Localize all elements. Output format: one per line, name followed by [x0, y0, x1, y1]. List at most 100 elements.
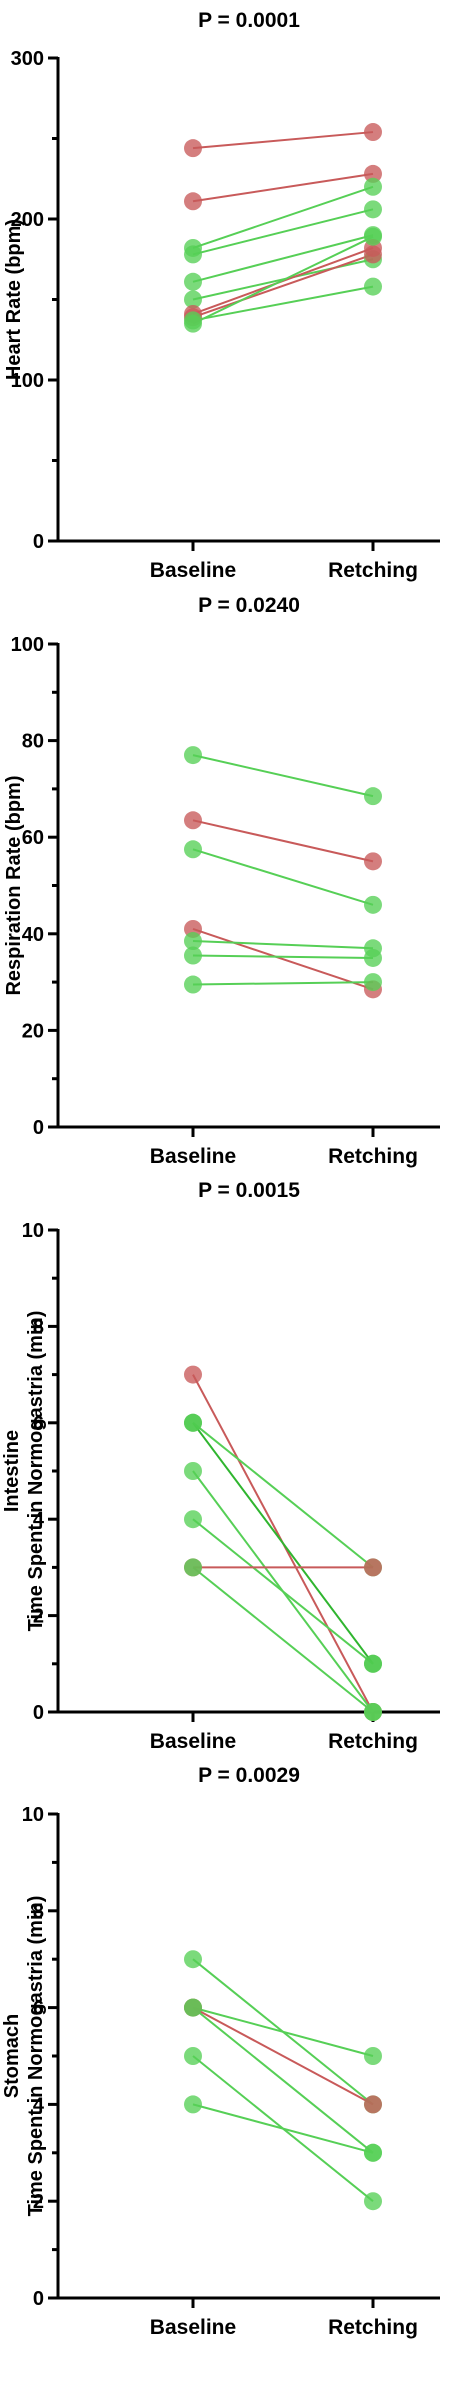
series-line [192, 819, 374, 863]
chart-title: P = 0.0001 [198, 9, 300, 32]
y-tick-label: 6 [33, 1998, 44, 2020]
data-point [364, 895, 382, 914]
y-tick-label: 60 [22, 827, 44, 849]
y-tick-label: 0 [33, 1702, 44, 1724]
y-tick-label: 10 [22, 1220, 44, 1242]
series-line [192, 928, 374, 991]
series-line [192, 131, 374, 150]
x-tick-label: Retching [328, 1145, 418, 1168]
series-line [192, 185, 374, 249]
data-point [184, 1558, 202, 1577]
x-tick-label: Baseline [150, 559, 236, 582]
data-point [364, 1654, 382, 1673]
y-tick-label: 200 [11, 209, 44, 231]
x-tick-label: Retching [328, 1730, 418, 1753]
y-tick-label: 8 [33, 1316, 44, 1338]
x-tick-label: Baseline [150, 2316, 236, 2339]
data-point [184, 1510, 202, 1529]
data-point [184, 1998, 202, 2017]
data-point [364, 2143, 382, 2162]
series-line [192, 981, 374, 986]
series-line [192, 2103, 374, 2154]
series-line [192, 1422, 374, 1569]
x-tick-label: Baseline [150, 1145, 236, 1168]
y-tick-label: 100 [11, 370, 44, 392]
series-line [192, 940, 374, 950]
chart-title: P = 0.0029 [198, 1764, 300, 1787]
y-tick-label: 4 [33, 1509, 45, 1531]
series-line [192, 2006, 374, 2154]
series-lines [192, 1374, 374, 1713]
x-tick-label: Retching [328, 2316, 418, 2339]
y-tick-label: 2 [33, 1606, 44, 1628]
data-point [364, 2095, 382, 2114]
data-point [184, 2047, 202, 2065]
y-tick-label: 100 [11, 634, 44, 656]
y-tick-label: 0 [33, 1117, 44, 1139]
data-point [364, 123, 382, 142]
series-line [192, 1566, 374, 1713]
data-point [364, 948, 382, 967]
data-point [184, 1413, 202, 1432]
y-tick-label: 0 [33, 2288, 44, 2310]
series-lines [192, 131, 374, 325]
x-tick-label: Baseline [150, 1730, 236, 1753]
series-line [192, 2006, 374, 2057]
y-axis-label: Time Spent in Normogastria (min) [25, 1896, 47, 2217]
data-point [364, 787, 382, 806]
data-point [184, 272, 202, 291]
chart-panel-3: P = 0.0015 0 2 4 6 8 10 Baseline Retching Intesti… [1, 1179, 440, 1753]
chart-panel-1: P = 0.0001 0 100 200 300 Baseline Retching Hear… [3, 9, 440, 582]
data-point [364, 177, 382, 196]
data-point [184, 192, 202, 211]
data-point [364, 2047, 382, 2065]
data-point [184, 311, 202, 330]
series-points [184, 746, 382, 999]
data-point [184, 1950, 202, 1969]
data-point [364, 200, 382, 219]
series-line [192, 208, 374, 256]
data-point [184, 840, 202, 859]
chart-title: P = 0.0015 [198, 1179, 300, 1202]
data-point [364, 1703, 382, 1721]
series-lines [192, 754, 374, 991]
y-axis-label: Time Spent in Normogastria (min) [25, 1311, 47, 1632]
series-line [192, 1518, 374, 1665]
y-tick-label: 0 [33, 531, 44, 553]
data-point [184, 1462, 202, 1480]
data-point [364, 1558, 382, 1577]
chart-title: P = 0.0240 [198, 594, 300, 617]
series-line [192, 253, 374, 319]
data-point [184, 932, 202, 951]
x-tick-label: Retching [328, 559, 418, 582]
y-axis-label: Stomach [1, 2014, 23, 2098]
data-point [184, 290, 202, 309]
data-point [184, 746, 202, 765]
series-line [192, 234, 374, 283]
data-point [364, 2192, 382, 2211]
y-tick-label: 4 [33, 2094, 45, 2116]
data-point [184, 2095, 202, 2114]
y-tick-label: 20 [22, 1020, 44, 1042]
data-point [184, 245, 202, 264]
data-point [184, 139, 202, 158]
y-axis-label: Respiration Rate (bpm) [3, 775, 25, 995]
data-point [184, 975, 202, 994]
y-axis-label: Intestine [1, 1430, 23, 1512]
y-tick-label: 10 [22, 1804, 44, 1826]
data-point [364, 973, 382, 992]
series-line [192, 1422, 374, 1665]
y-tick-label: 300 [11, 48, 44, 70]
y-tick-label: 8 [33, 1901, 44, 1923]
data-point [364, 277, 382, 296]
data-point [184, 1365, 202, 1384]
y-tick-label: 6 [33, 1413, 44, 1435]
series-line [192, 285, 374, 322]
series-line [192, 954, 374, 959]
series-line [192, 235, 374, 325]
data-point [364, 227, 382, 246]
y-axis-label: Heart Rate (bpm) [3, 219, 25, 380]
data-point [364, 164, 382, 183]
series-points [184, 123, 382, 333]
data-point [364, 245, 382, 264]
